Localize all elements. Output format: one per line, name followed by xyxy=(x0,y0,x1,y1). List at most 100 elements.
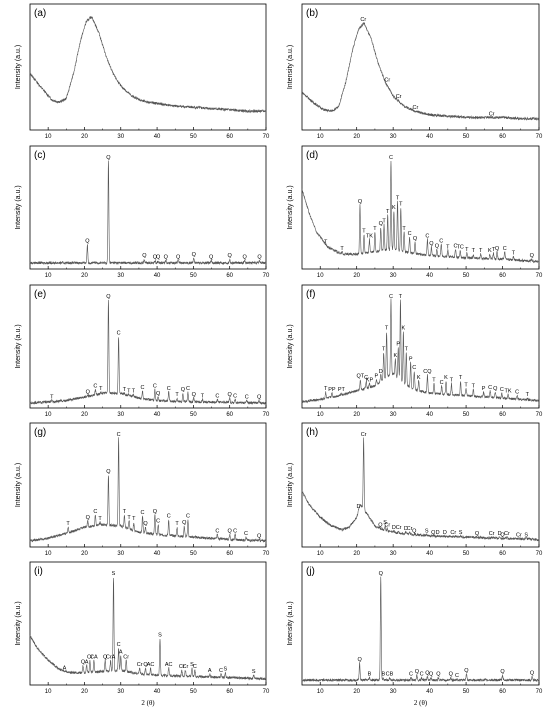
x-tick-label: 50 xyxy=(190,551,197,557)
peak-label: Cr xyxy=(361,432,367,438)
peak-label: T xyxy=(127,388,131,394)
x-tick-label: 30 xyxy=(390,412,397,418)
peak-label: C xyxy=(117,331,121,337)
x-tick-label: 20 xyxy=(353,273,360,279)
plot-frame xyxy=(301,422,540,548)
y-axis-label: Intensity (a.u.) xyxy=(15,324,22,368)
x-tick-label: 20 xyxy=(81,273,88,279)
x-tick-label: 60 xyxy=(499,689,506,695)
peak-label: T xyxy=(386,209,390,215)
peak-label: Cr xyxy=(384,522,390,528)
x-tick-label: 40 xyxy=(426,551,433,557)
peak-label: S xyxy=(524,532,528,538)
peak-label: Q xyxy=(209,254,214,260)
peak-label: Cr xyxy=(87,654,93,660)
peak-label: CA xyxy=(90,654,98,660)
panel-label: (e) xyxy=(34,289,46,300)
peak-label: T xyxy=(512,251,516,257)
peak-label: T xyxy=(405,347,409,353)
diffraction-trace xyxy=(29,299,267,406)
peak-label: C xyxy=(156,519,160,525)
peak-label: T xyxy=(201,393,205,399)
peak-label: Cr xyxy=(407,526,413,532)
x-tick-label: 70 xyxy=(536,551,543,557)
peak-label: T xyxy=(132,516,136,522)
peak-label: T xyxy=(123,387,127,393)
y-axis-label: Intensity (a.u.) xyxy=(15,185,22,229)
peak-label: D xyxy=(379,369,383,375)
x-tick-label: 10 xyxy=(317,273,324,279)
peak-label: K xyxy=(417,375,421,381)
plot-frame xyxy=(301,561,540,686)
peak-label: TC xyxy=(457,245,464,251)
peak-label: Q xyxy=(85,238,90,244)
peak-label: Cr xyxy=(396,94,402,100)
x-tick-label: 20 xyxy=(353,689,360,695)
peak-label: T xyxy=(66,521,70,527)
peak-label: TK xyxy=(504,388,511,394)
peak-label: Q xyxy=(228,392,233,398)
x-tick-label: 60 xyxy=(499,134,506,140)
peak-label: C xyxy=(515,390,519,396)
x-tick-label: 20 xyxy=(353,134,360,140)
x-axis-label: 2 (θ) xyxy=(414,699,428,707)
x-tick-label: 20 xyxy=(81,689,88,695)
peak-label: T xyxy=(324,240,328,246)
diffraction-trace xyxy=(29,577,267,681)
peak-label: S xyxy=(223,667,227,673)
peak-label: Q xyxy=(475,531,480,537)
x-tick-label: 70 xyxy=(263,551,270,557)
peak-label: S xyxy=(112,571,116,577)
peak-label: Cr xyxy=(489,531,495,537)
y-axis-label: Intensity (a.u.) xyxy=(15,45,22,89)
x-tick-label: 50 xyxy=(463,412,470,418)
x-tick-label: 10 xyxy=(317,134,324,140)
peak-label: C xyxy=(500,387,504,393)
peak-label: C xyxy=(488,385,492,391)
peak-label: Q xyxy=(415,669,420,675)
x-tick-label: 10 xyxy=(45,134,52,140)
peak-label: T xyxy=(446,245,450,251)
peak-label: C xyxy=(153,384,157,390)
x-tick-label: 70 xyxy=(263,689,270,695)
x-tick-label: 50 xyxy=(463,273,470,279)
peak-label: Q xyxy=(413,236,418,242)
peak-label: Q xyxy=(425,670,430,676)
panel-label: (h) xyxy=(306,427,318,438)
peak-label: T xyxy=(175,521,179,527)
diffraction-trace xyxy=(301,576,540,683)
peak-label: C xyxy=(440,380,444,386)
peak-label: C xyxy=(412,365,416,371)
peak-label: K xyxy=(444,375,448,381)
peak-label: C xyxy=(233,529,237,535)
peak-label: Q xyxy=(257,254,262,260)
peak-label: K xyxy=(488,248,492,254)
x-tick-label: 30 xyxy=(117,551,124,557)
x-tick-label: 10 xyxy=(45,551,52,557)
peak-label: Q xyxy=(530,670,535,676)
x-tick-label: 30 xyxy=(390,134,397,140)
peak-label: Q xyxy=(192,392,197,398)
x-tick-label: 60 xyxy=(226,134,233,140)
peak-label: P xyxy=(482,386,486,392)
panel-label: (c) xyxy=(34,150,46,161)
peak-label: S xyxy=(190,662,194,668)
peak-label: P xyxy=(396,342,400,348)
peak-label: A xyxy=(119,649,123,655)
panel-label: (d) xyxy=(306,150,318,161)
x-tick-label: 20 xyxy=(81,134,88,140)
peak-label: C xyxy=(409,672,413,678)
x-tick-label: 20 xyxy=(353,412,360,418)
peak-label: T xyxy=(465,247,469,253)
peak-label: Q xyxy=(357,657,362,663)
x-tick-label: 10 xyxy=(317,689,324,695)
x-tick-label: 60 xyxy=(499,551,506,557)
peak-label: P xyxy=(375,374,379,380)
x-tick-label: 50 xyxy=(463,689,470,695)
peak-label: C xyxy=(408,231,412,237)
peak-label: D xyxy=(443,530,447,536)
peak-label: CB xyxy=(386,672,394,678)
